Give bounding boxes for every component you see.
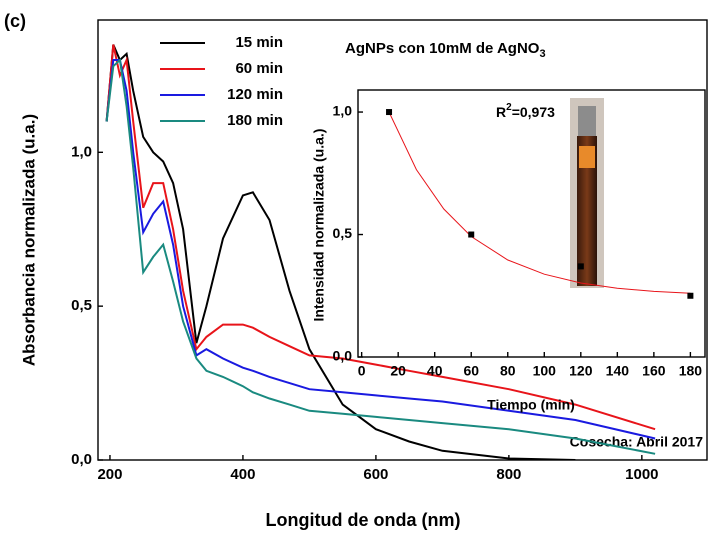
fit-annotation: R2=0,973 xyxy=(496,102,555,120)
inset-title-text: AgNPs con 10mM de AgNO xyxy=(345,40,540,57)
plot-frame xyxy=(97,19,708,461)
y-tick-label: 0,5 xyxy=(333,225,353,241)
x-tick-label: 200 xyxy=(97,466,122,483)
x-tick-label: 0 xyxy=(358,363,366,379)
y-tick-label: 0,0 xyxy=(333,348,353,364)
y-axis-label: Absorbancia normalizada (u.a.) xyxy=(19,114,38,366)
annotation-sup: 2 xyxy=(506,102,512,113)
series-line xyxy=(105,44,576,460)
fit-line xyxy=(388,111,691,294)
series-line xyxy=(105,57,656,455)
x-tick-label: 100 xyxy=(533,363,557,379)
y-tick-label: 0,5 xyxy=(71,297,92,314)
legend-label: 120 min xyxy=(227,86,283,103)
x-tick-label: 600 xyxy=(363,466,388,483)
legend-label: 60 min xyxy=(235,60,283,77)
x-tick-label: 20 xyxy=(390,363,406,379)
vial-label xyxy=(579,146,595,168)
y-tick-label: 1,0 xyxy=(333,103,353,119)
series-group xyxy=(105,44,656,460)
data-point xyxy=(577,263,584,270)
legend-label: 180 min xyxy=(227,112,283,129)
x-tick-label: 1000 xyxy=(625,466,658,483)
x-tick-label: 400 xyxy=(230,466,255,483)
annotation-base: R xyxy=(496,104,506,120)
inset-title: AgNPs con 10mM de AgNO3 xyxy=(345,40,546,60)
data-point xyxy=(468,231,475,238)
legend-label: 15 min xyxy=(235,34,283,51)
data-point xyxy=(386,109,393,116)
x-tick-label: 800 xyxy=(496,466,521,483)
annotation: Cosecha: Abril 2017 xyxy=(570,434,704,450)
series-line xyxy=(105,59,656,440)
x-tick-label: 120 xyxy=(569,363,593,379)
inset-title-sub: 3 xyxy=(539,48,545,60)
x-tick-label: 160 xyxy=(642,363,666,379)
panel-label: (c) xyxy=(4,11,26,31)
inset-plot: 0 20 40 60 80 100 120 140 160 180 0,0 0,5 1,0 xyxy=(333,89,706,379)
x-tick-label: 40 xyxy=(427,363,443,379)
plot-frame xyxy=(357,89,706,358)
vial-cap xyxy=(578,106,596,136)
y-tick-label: 0,0 xyxy=(71,451,92,468)
vial xyxy=(577,136,597,286)
inset-y-label: Intensidad normalizada (u.a.) xyxy=(311,129,327,322)
x-tick-label: 180 xyxy=(679,363,703,379)
x-tick-label: 80 xyxy=(500,363,516,379)
y-tick-label: 1,0 xyxy=(71,143,92,160)
x-axis-label: Longitud de onda (nm) xyxy=(266,510,461,530)
inset-x-label: Tiempo (min) xyxy=(487,397,575,413)
x-tick-label: 60 xyxy=(463,363,479,379)
series-line xyxy=(105,44,656,431)
x-tick-label: 140 xyxy=(606,363,630,379)
annotation-rest: =0,973 xyxy=(512,104,555,120)
data-point xyxy=(687,292,694,299)
